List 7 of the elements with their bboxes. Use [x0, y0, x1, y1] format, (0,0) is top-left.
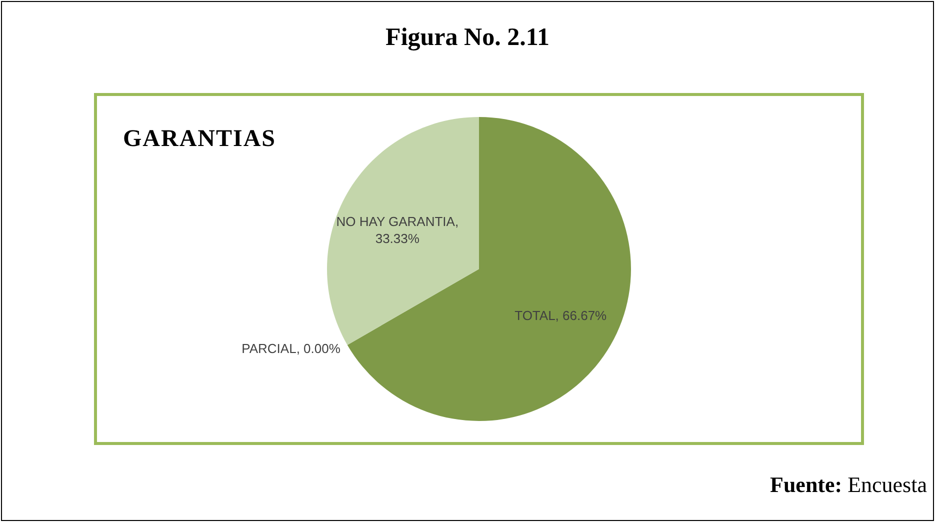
slice-label: TOTAL, 66.67% — [514, 308, 608, 324]
chart-title: Figura No. 2.11 — [384, 24, 550, 52]
pie-slice — [327, 117, 479, 345]
chart-subtitle: GARANTIAS — [123, 126, 276, 153]
slice-label: NO HAY GARANTIA, 33.33% — [336, 214, 459, 246]
source-note: Fuente: Encuesta — [770, 472, 927, 498]
category-label: PARCIAL, 0.00% — [242, 340, 340, 356]
